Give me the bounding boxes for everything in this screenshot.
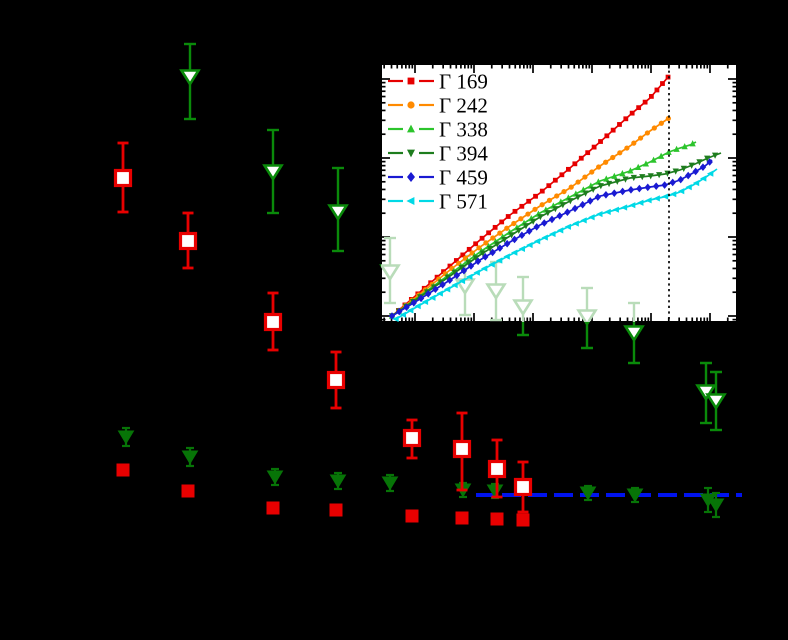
legend-entry: Γ 338 [388, 117, 488, 141]
inset-frame [380, 63, 738, 323]
legend-entry: Γ 169 [388, 69, 488, 93]
legend-marker [407, 172, 415, 182]
curve-Γ 394 [388, 152, 722, 320]
curve-Γ 571 [392, 168, 718, 322]
legend-label: Γ 169 [439, 69, 488, 93]
legend-label: Γ 242 [439, 93, 488, 117]
inset-curves [388, 74, 722, 322]
curve-Γ 459 [388, 158, 713, 320]
legend-marker [407, 77, 415, 85]
legend-entry: Γ 242 [388, 93, 488, 117]
legend-label: Γ 394 [439, 141, 488, 165]
red-filled-squares [116, 463, 530, 527]
legend-label: Γ 571 [439, 189, 488, 213]
legend-marker [407, 149, 415, 158]
green-filled-triangles [117, 426, 725, 519]
legend-label: Γ 459 [439, 165, 488, 189]
legend-marker [407, 101, 415, 109]
red-open-squares [113, 141, 533, 514]
legend-entry: Γ 459 [388, 165, 488, 189]
legend-marker [406, 197, 415, 205]
legend-marker [407, 124, 415, 133]
legend-label: Γ 338 [439, 117, 488, 141]
legend-entry: Γ 571 [388, 189, 488, 213]
legend-entry: Γ 394 [388, 141, 488, 165]
